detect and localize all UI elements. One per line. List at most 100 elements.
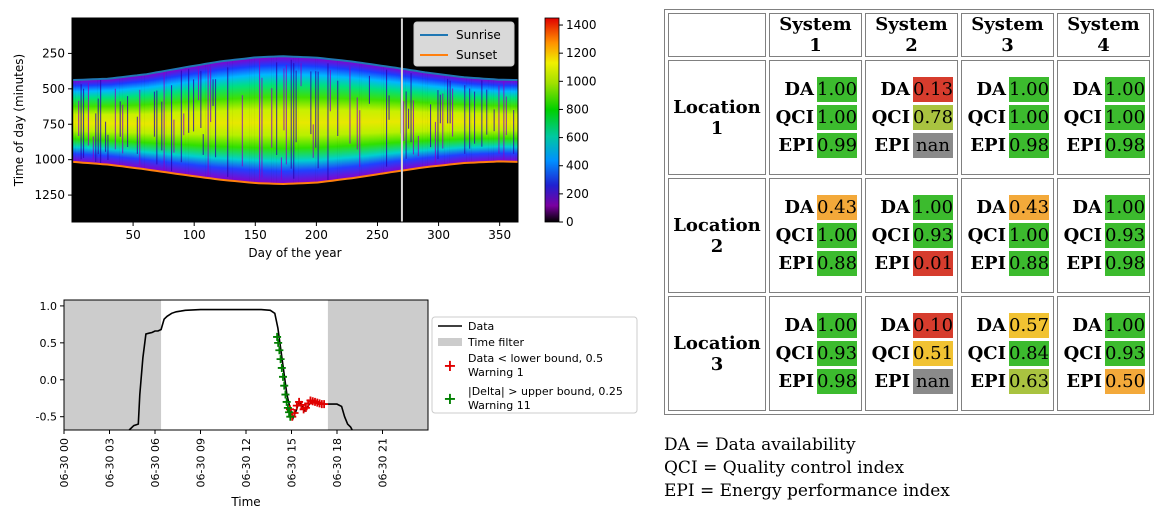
heatmap-column bbox=[144, 74, 147, 170]
x-tick-label: 100 bbox=[183, 228, 206, 242]
heatmap-column bbox=[383, 66, 387, 174]
metric-label: DA bbox=[784, 79, 814, 100]
heatmap-column bbox=[422, 72, 426, 168]
cloud-streak bbox=[315, 71, 317, 148]
heatmap-column bbox=[219, 61, 223, 180]
metric-row: QCI 0.78 bbox=[866, 104, 957, 132]
heatmap-column bbox=[513, 80, 516, 162]
warning1-legend-label: Warning 1 bbox=[468, 366, 524, 379]
metric-cell: DA 0.43 QCI 1.00 EPI 0.88 bbox=[769, 178, 862, 293]
heatmap-column bbox=[78, 79, 81, 163]
heatmap-column bbox=[188, 66, 191, 176]
heatmap-column bbox=[117, 77, 120, 166]
sunset-legend-label: Sunset bbox=[456, 48, 497, 62]
cloud-streak bbox=[87, 82, 89, 146]
line-x-ticks: 06-30 00 06-30 03 06-30 06 06-30 09 06-30 12… bbox=[58, 430, 390, 487]
heatmap-column bbox=[222, 61, 225, 180]
metrics-header-row: System 1 System 2 System 3 System 4 bbox=[668, 13, 1150, 57]
heatmap-column bbox=[237, 59, 240, 182]
metric-label: QCI bbox=[871, 107, 910, 128]
y-tick-label: 0.0 bbox=[40, 374, 58, 387]
metric-value: 1.00 bbox=[1009, 105, 1050, 130]
line-legend: Data Time filter + Data < lower bound, 0… bbox=[431, 316, 638, 414]
cloud-streak bbox=[119, 101, 121, 137]
data-legend-label: Data bbox=[468, 320, 494, 333]
metric-label: DA bbox=[1072, 79, 1102, 100]
metric-value: 0.10 bbox=[913, 313, 954, 338]
heatmap-column bbox=[432, 73, 436, 167]
metric-value: nan bbox=[913, 133, 953, 158]
green-plus-marker bbox=[274, 338, 283, 347]
cloud-streak bbox=[215, 79, 217, 158]
x-tick-label: 06-30 06 bbox=[149, 438, 162, 487]
heatmap-column bbox=[280, 56, 284, 184]
heatmap-column bbox=[100, 79, 103, 164]
heatmap-column bbox=[373, 64, 377, 175]
heatmap-column bbox=[273, 56, 277, 184]
heatmap-column bbox=[378, 65, 382, 175]
heatmap-column bbox=[97, 79, 101, 164]
metric-value: 0.93 bbox=[817, 341, 858, 366]
metric-label: DA bbox=[784, 197, 814, 218]
cloud-streak bbox=[356, 97, 358, 150]
cloud-streak bbox=[290, 59, 292, 169]
heatmap-column bbox=[305, 57, 309, 184]
heatmap-column bbox=[234, 59, 238, 181]
heatmap-frame bbox=[71, 17, 519, 223]
heatmap-column bbox=[449, 75, 453, 165]
heatmap-column bbox=[317, 57, 321, 183]
heatmap-column bbox=[454, 76, 458, 164]
metric-row: QCI 0.93 bbox=[1058, 222, 1149, 250]
metric-label: EPI bbox=[970, 135, 1006, 156]
metric-row: EPI 0.88 bbox=[962, 250, 1053, 278]
cloud-streak bbox=[283, 68, 285, 131]
metric-value: 0.43 bbox=[817, 195, 858, 220]
colorbar-tick-label: 600 bbox=[566, 131, 589, 145]
cloud-streak bbox=[227, 67, 229, 177]
green-plus-marker bbox=[275, 346, 284, 355]
metric-label: EPI bbox=[1066, 371, 1102, 392]
green-plus-marker bbox=[277, 363, 286, 372]
metric-label: DA bbox=[880, 315, 910, 336]
x-tick-label: 06-30 15 bbox=[286, 438, 299, 487]
metric-label: DA bbox=[880, 79, 910, 100]
green-plus-marker bbox=[281, 390, 290, 399]
heatmap-column bbox=[268, 56, 272, 184]
heatmap-y-ticks: 250 500 750 1000 1250 bbox=[34, 46, 72, 202]
heatmap-column bbox=[249, 58, 252, 183]
cloud-streak bbox=[368, 75, 370, 104]
heatmap-column bbox=[334, 59, 338, 181]
colorbar-ticks: 0 200 400 600 800 1000 1200 1400 bbox=[559, 18, 597, 229]
metric-label: EPI bbox=[970, 253, 1006, 274]
y-tick-label: 500 bbox=[42, 82, 65, 96]
metric-label: QCI bbox=[967, 107, 1006, 128]
colorbar-tick-label: 1400 bbox=[566, 18, 597, 32]
heatmap-column bbox=[283, 56, 287, 184]
colorbar-tick-label: 400 bbox=[566, 159, 589, 173]
green-plus-marker bbox=[283, 403, 292, 412]
cloud-streak bbox=[122, 104, 124, 154]
metric-row: QCI 0.84 bbox=[962, 340, 1053, 368]
heatmap-column bbox=[500, 79, 504, 162]
heatmap-column bbox=[300, 57, 304, 184]
cloud-streak bbox=[312, 124, 314, 158]
metric-cell: DA 0.13 QCI 0.78 EPI nan bbox=[865, 60, 958, 175]
metric-row: QCI 1.00 bbox=[770, 104, 861, 132]
metric-value: 0.51 bbox=[913, 341, 954, 366]
metric-value: 0.93 bbox=[1105, 223, 1146, 248]
heatmap-column bbox=[163, 71, 167, 172]
metric-row: DA 0.57 bbox=[962, 312, 1053, 340]
heatmap-column bbox=[168, 70, 172, 173]
cloud-streak bbox=[193, 79, 195, 132]
heatmap-column bbox=[344, 60, 348, 180]
cloud-streak bbox=[100, 79, 102, 164]
metric-value: 0.43 bbox=[1009, 195, 1050, 220]
heatmap-column bbox=[190, 66, 194, 176]
metric-cell: DA 0.43 QCI 1.00 EPI 0.88 bbox=[961, 178, 1054, 293]
heatmap-column bbox=[337, 59, 340, 180]
cloud-streak bbox=[349, 66, 351, 144]
heatmap-column bbox=[351, 61, 355, 179]
y-tick-label: 0.5 bbox=[40, 337, 58, 350]
cloud-streak bbox=[410, 73, 412, 143]
metric-row: EPI 0.98 bbox=[962, 132, 1053, 160]
